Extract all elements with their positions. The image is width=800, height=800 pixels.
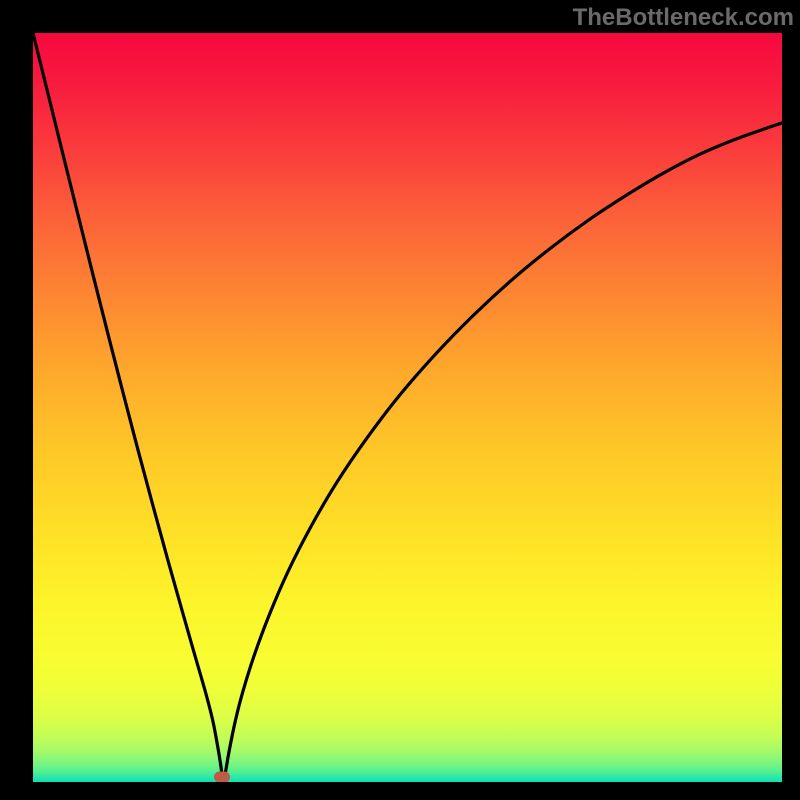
bottleneck-curve — [33, 33, 782, 782]
chart-container: TheBottleneck.com — [0, 0, 800, 800]
attribution-label: TheBottleneck.com — [573, 4, 794, 32]
plot-area — [33, 33, 782, 782]
minimum-marker — [214, 772, 230, 782]
